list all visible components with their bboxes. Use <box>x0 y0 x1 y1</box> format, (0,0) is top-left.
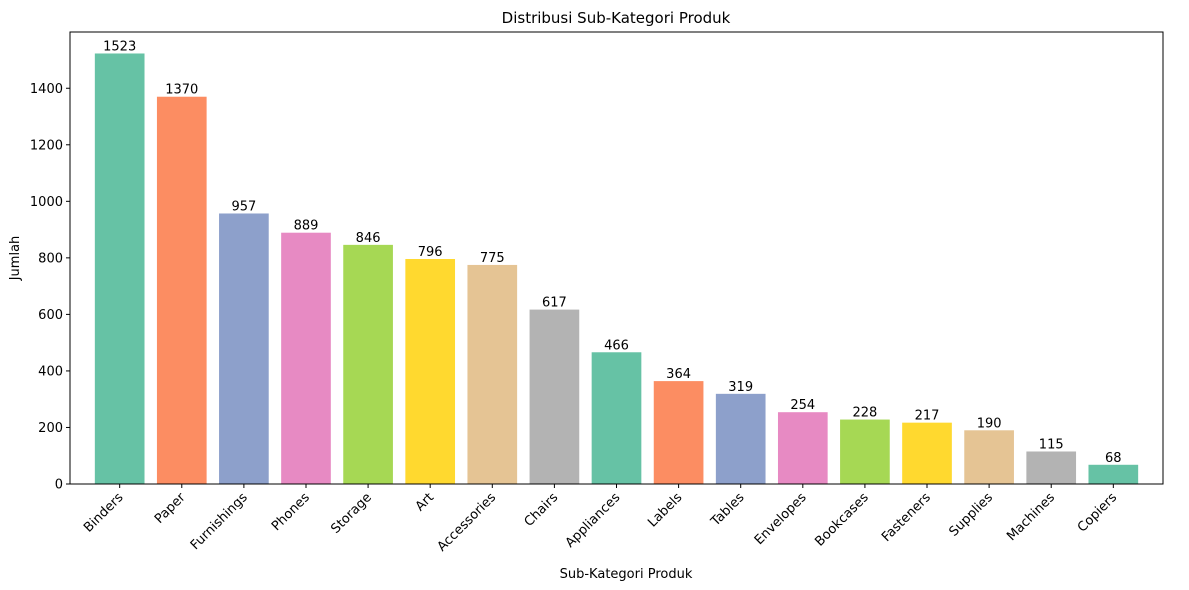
bar-storage <box>343 244 393 484</box>
x-tick-label-fasteners: Fasteners <box>879 490 934 545</box>
value-label-storage: 846 <box>356 231 381 246</box>
bar-art <box>405 258 456 484</box>
chart-title: Distribusi Sub-Kategori Produk <box>502 9 731 27</box>
value-label-phones: 889 <box>294 219 319 234</box>
x-tick-label-supplies: Supplies <box>946 490 996 540</box>
bar-binders <box>94 53 145 484</box>
value-label-accessories: 775 <box>480 251 505 266</box>
x-tick-label-copiers: Copiers <box>1075 490 1120 535</box>
x-tick-label-phones: Phones <box>269 490 313 534</box>
y-tick-label: 600 <box>38 308 63 323</box>
x-tick-label-bookcases: Bookcases <box>812 490 872 550</box>
x-tick-label-furnishings: Furnishings <box>188 490 251 553</box>
value-label-labels: 364 <box>666 367 691 382</box>
x-tick-label-accessories: Accessories <box>435 490 500 555</box>
y-tick-label: 1000 <box>30 195 63 210</box>
x-tick-label-appliances: Appliances <box>563 490 624 551</box>
x-tick-label-machines: Machines <box>1004 490 1058 544</box>
value-label-appliances: 466 <box>604 338 629 353</box>
bar-accessories <box>467 264 518 484</box>
bar-supplies <box>964 430 1014 484</box>
y-tick-label: 1200 <box>30 138 63 153</box>
value-label-supplies: 190 <box>977 416 1002 431</box>
value-label-bookcases: 228 <box>852 406 877 421</box>
bar-bookcases <box>840 419 890 484</box>
bar-chairs <box>529 309 580 484</box>
y-tick-label: 200 <box>38 421 63 436</box>
y-tick-label: 800 <box>38 251 63 266</box>
x-tick-label-storage: Storage <box>328 490 375 537</box>
y-tick-label: 1400 <box>30 82 63 97</box>
value-label-chairs: 617 <box>542 296 567 311</box>
x-tick-label-binders: Binders <box>81 490 127 536</box>
bar-machines <box>1026 451 1077 484</box>
value-label-binders: 1523 <box>103 39 136 54</box>
bar-copiers <box>1088 464 1139 484</box>
value-label-machines: 115 <box>1039 437 1064 452</box>
x-tick-label-labels: Labels <box>645 490 685 530</box>
bars-group <box>94 53 1139 485</box>
x-tick-label-paper: Paper <box>152 490 189 527</box>
value-label-tables: 319 <box>728 380 753 395</box>
x-tick-label-tables: Tables <box>708 490 748 530</box>
x-axis: Binders Paper Furnishings Phones Storage ArtA… <box>81 484 1120 555</box>
bar-fasteners <box>902 422 952 484</box>
y-tick-label: 0 <box>55 478 63 493</box>
bar-furnishings <box>219 213 269 485</box>
x-axis-label: Sub-Kategori Produk <box>560 567 693 582</box>
bar-tables <box>715 393 766 484</box>
value-label-furnishings: 957 <box>231 199 256 214</box>
bar-envelopes <box>777 412 828 484</box>
y-axis-label: Jumlah <box>8 236 23 282</box>
value-label-art: 796 <box>418 245 443 260</box>
value-label-paper: 1370 <box>165 83 198 98</box>
bar-phones <box>281 232 331 484</box>
value-labels-group: 1523 1370 957 889 846 796 775 617 466 364 319 254 22… <box>103 39 1121 465</box>
plot-frame <box>69 31 1164 485</box>
y-axis: 0 200 400 600 800 1000 1200 1400 <box>30 82 70 493</box>
value-label-envelopes: 254 <box>790 398 815 413</box>
bar-labels <box>653 381 704 484</box>
y-tick-label: 400 <box>38 364 63 379</box>
x-tick-label-chairs: Chairs <box>522 490 562 530</box>
value-label-fasteners: 217 <box>915 409 940 424</box>
x-tick-label-art: Art <box>413 490 437 514</box>
bar-paper <box>156 96 207 484</box>
value-label-copiers: 68 <box>1105 451 1122 466</box>
x-tick-label-envelopes: Envelopes <box>752 490 810 548</box>
bar-appliances <box>591 352 642 484</box>
